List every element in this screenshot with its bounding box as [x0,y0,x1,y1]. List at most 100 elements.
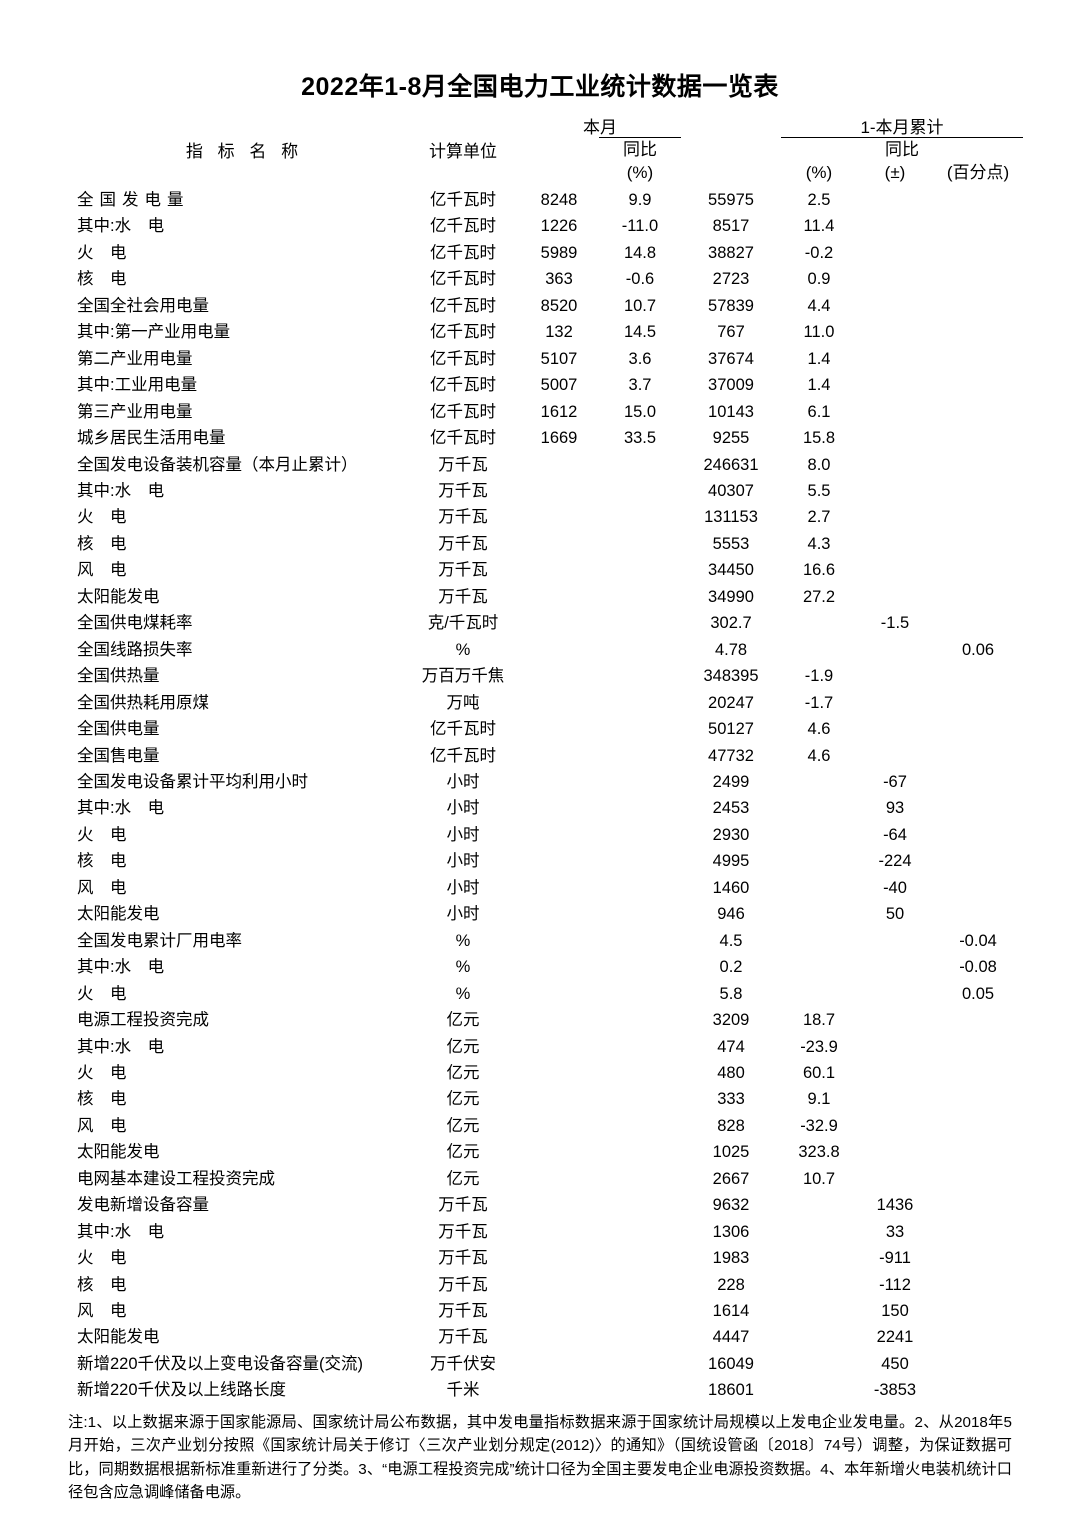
row-cumulative-yoy-pct: 11.0 [803,323,835,342]
row-cumulative-value: 1460 [712,878,750,897]
row-cumulative-value: 55975 [708,191,754,209]
row-cumulative-yoy-pct: 6.1 [807,402,831,421]
row-cumulative-yoy-points [933,399,1023,425]
row-month-value [519,848,599,874]
header-cumulative-yoy: 同比 [781,137,1023,161]
row-unit: 小时 [446,799,480,818]
row-cumulative-yoy-points [933,584,1023,610]
row-cumulative-yoy-pct: 2.7 [807,508,831,527]
row-unit: 小时 [446,825,480,844]
row-cumulative-yoy-points [933,266,1023,292]
row-cumulative-value: 2499 [712,772,750,791]
row-month-yoy [599,875,681,901]
table-row: 风 电 亿元 828 -32.9 [77,1113,1023,1139]
table-row: 全国线路损失率% 4.78 0.06 [77,637,1023,663]
row-label: 其中:第一产业用电量 [77,323,231,342]
row-label: 电网基本建设工程投资完成 [77,1169,275,1188]
row-month-yoy [599,452,681,478]
row-cumulative-value: 10143 [708,402,754,421]
table-row: 核 电 万千瓦 5553 4.3 [77,531,1023,557]
row-cumulative-value: 2453 [712,799,750,818]
row-label: 太阳能发电 [77,1328,160,1347]
table-row: 其中:水 电 万千瓦 1306 33 [77,1219,1023,1245]
row-unit: 万千瓦 [438,561,488,580]
row-month-value [519,478,599,504]
row-label: 火 电 [77,243,127,262]
row-month-yoy [599,637,681,663]
row-month-yoy [599,1139,681,1165]
row-cumulative-yoy-delta [857,1007,933,1033]
row-month-value [519,504,599,530]
row-cumulative-yoy-delta [857,1139,933,1165]
row-month-yoy [599,901,681,927]
row-month-value [519,1324,599,1350]
row-month-yoy [599,848,681,874]
row-cumulative-yoy-delta [857,240,933,266]
row-unit: 亿千瓦时 [430,243,496,262]
row-cumulative-yoy-delta: 93 [885,799,905,818]
header-current-month-value [519,138,599,162]
row-unit: 万百万千焦 [421,667,505,686]
header-cumulative-yoy-points: (百分点) [946,163,1010,182]
row-month-yoy [599,928,681,954]
row-month-value [519,690,599,716]
row-cumulative-yoy-pct [781,1245,857,1271]
row-cumulative-yoy-delta [857,1166,933,1192]
table-row: 第三产业用电量 亿千瓦时 1612 15.0 10143 6.1 [77,399,1023,425]
row-cumulative-yoy-pct: 0.9 [807,270,831,289]
row-month-yoy [599,1245,681,1271]
row-month-yoy: -11.0 [621,217,659,236]
row-cumulative-value: 828 [717,1116,745,1135]
row-label: 火 电 [77,825,127,844]
row-month-value: 1612 [540,402,578,421]
header-row-yoy: 同比 同比 [77,137,1023,162]
row-label: 全国供电煤耗率 [77,614,193,633]
row-month-yoy: 9.9 [628,191,652,209]
row-month-value [519,1351,599,1377]
row-label: 全国发电设备累计平均利用小时 [77,772,308,791]
row-cumulative-yoy-delta [857,293,933,319]
row-cumulative-yoy-pct: -23.9 [800,1037,838,1056]
row-cumulative-value: 4.5 [719,931,743,950]
row-cumulative-yoy-delta [857,266,933,292]
row-month-yoy: 3.7 [628,376,652,395]
row-label: 核 电 [77,1090,127,1109]
row-cumulative-value: 302.7 [710,614,752,633]
row-cumulative-yoy-delta: 2241 [876,1328,914,1347]
row-cumulative-value: 1614 [712,1302,750,1321]
row-cumulative-yoy-points [933,795,1023,821]
row-label: 核 电 [77,534,127,553]
row-cumulative-yoy-pct: 4.4 [807,296,831,315]
table-row: 全国发电设备装机容量（本月止累计） 万千瓦 246631 8.0 [77,452,1023,478]
row-month-value [519,875,599,901]
row-month-value [519,1060,599,1086]
row-label: 全国发电量 [77,191,190,209]
row-cumulative-yoy-points [933,1166,1023,1192]
row-cumulative-yoy-points [933,240,1023,266]
row-cumulative-yoy-points [933,346,1023,372]
row-cumulative-yoy-delta: -67 [883,772,907,791]
header-cumulative: 1-本月累计 [860,118,944,137]
table-row: 火 电 亿元 480 60.1 [77,1060,1023,1086]
header-current-month-value-blank [519,161,599,185]
row-month-yoy: 15.0 [623,402,657,421]
row-month-yoy: 33.5 [623,429,657,448]
row-cumulative-yoy-pct [781,1324,857,1350]
row-cumulative-value: 16049 [708,1354,754,1373]
row-cumulative-value: 246631 [703,455,759,474]
row-cumulative-yoy-delta: -40 [883,878,907,897]
row-unit: 亿千瓦时 [430,217,496,236]
row-cumulative-value: 38827 [708,243,754,262]
table-row: 全国供热耗用原煤 万吨 20247 -1.7 [77,690,1023,716]
table-row: 核 电 亿元 333 9.1 [77,1086,1023,1112]
row-cumulative-yoy-pct [781,1219,857,1245]
row-unit: % [455,931,471,950]
row-cumulative-yoy-points [933,610,1023,636]
table-row: 全国供热量 万百万千焦 348395 -1.9 [77,663,1023,689]
row-cumulative-value: 37009 [708,376,754,395]
row-month-yoy [599,1324,681,1350]
row-cumulative-value: 4447 [712,1328,750,1347]
row-cumulative-yoy-pct: 18.7 [802,1011,836,1030]
row-cumulative-yoy-points [933,1192,1023,1218]
row-cumulative-yoy-points [933,663,1023,689]
